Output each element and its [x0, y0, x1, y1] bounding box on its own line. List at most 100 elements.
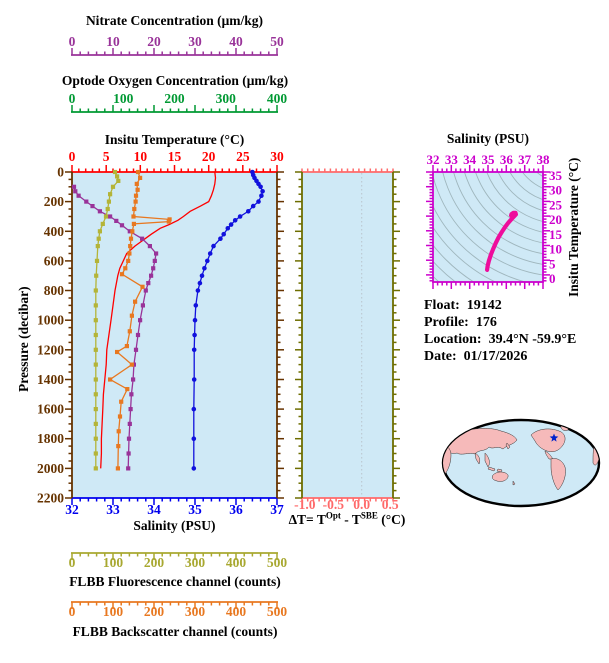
tick-label: 400 — [267, 91, 288, 106]
delta-label-part: (°C) — [377, 512, 406, 527]
delta-panel-frame — [295, 168, 400, 502]
axis-ticks — [71, 553, 278, 560]
tick-label: 0 — [57, 165, 64, 180]
axis-ticks — [426, 171, 433, 282]
tick-label: 20 — [147, 34, 161, 49]
tick-label: 30 — [270, 149, 284, 164]
tick-label: 35 — [549, 168, 563, 183]
tick-label: 10 — [549, 242, 562, 257]
tick-label: 38 — [537, 152, 551, 167]
salinity-axis-title: Salinity (PSU) — [133, 518, 216, 533]
tick-label: 32 — [65, 502, 79, 517]
axis-ticks — [71, 498, 278, 505]
delta-label-sup: Opt — [325, 510, 341, 521]
tick-labels: 32 33 34 35 36 37 — [65, 502, 284, 517]
axis-ticks — [432, 282, 544, 289]
nitrate-scale: 0 10 20 30 40 50 — [69, 34, 284, 56]
tick-label: 10 — [106, 34, 120, 49]
delta-panel-area — [302, 172, 393, 498]
ts-salinity-tick-labels: 32 33 34 35 36 37 38 — [427, 152, 551, 167]
delta-tick-labels: -1.0 -0.5 0.0 0.5 — [294, 497, 399, 512]
tick-label: 33 — [445, 152, 459, 167]
pressure-tick-labels: 0 200 400 600 800 1000 1200 1400 1600 1800 2000 220… — [37, 165, 64, 506]
backscatter-axis-title: FLBB Backscatter channel (counts) — [72, 624, 278, 639]
tick-label: 200 — [44, 194, 65, 209]
tick-label: 200 — [144, 604, 165, 619]
tick-label: 1000 — [37, 313, 64, 328]
location-line: Location: 39.4°N -59.9°E — [424, 331, 576, 348]
location-label: Location: — [424, 332, 482, 347]
axis-ticks — [71, 48, 278, 55]
date-label: Date: — [424, 349, 457, 364]
axis-ticks — [277, 171, 284, 499]
profile-value: 176 — [475, 315, 497, 330]
tick-label: 2000 — [37, 461, 64, 476]
tick-label: 15 — [168, 149, 182, 164]
float-location-star — [549, 433, 559, 442]
tick-label: 25 — [549, 197, 563, 212]
main-plot-area — [72, 172, 277, 498]
tick-label: -1.0 — [294, 497, 316, 512]
tick-label: 30 — [549, 183, 562, 198]
tick-label: 400 — [226, 555, 247, 570]
tick-label: 200 — [144, 555, 165, 570]
tick-label: 800 — [44, 283, 65, 298]
tick-labels: 0 5 10 15 20 25 30 — [69, 149, 284, 164]
oxygen-axis-title: Optode Oxygen Concentration (μm/kg) — [61, 73, 289, 88]
map-continents — [443, 424, 599, 491]
tick-label: 0 — [549, 271, 556, 286]
date-line: Date: 01/17/2026 — [424, 348, 576, 365]
tick-label: 5 — [549, 256, 556, 271]
tick-label: 2200 — [37, 491, 64, 506]
tick-label: 20 — [202, 149, 216, 164]
tick-label: 35 — [188, 502, 202, 517]
fluorescence-axis-title: FLBB Fluorescence channel (counts) — [69, 574, 281, 589]
flbb-backscatter-channel-curve — [108, 169, 172, 471]
tick-label: 5 — [103, 149, 110, 164]
profile-line: Profile: 176 — [424, 314, 576, 331]
axis-ticks — [295, 171, 302, 499]
tick-label: 0 — [69, 604, 76, 619]
tick-label: 32 — [427, 152, 440, 167]
tick-label: 100 — [103, 555, 124, 570]
axis-ticks — [71, 165, 278, 172]
delta-label-sup: SBE — [360, 510, 378, 521]
tick-label: -0.5 — [323, 497, 345, 512]
tick-label: 1400 — [37, 372, 64, 387]
axis-scale: 0 100 200 300 400 500 — [69, 601, 288, 619]
tick-label: 35 — [482, 152, 496, 167]
nitrate-concentration-curve — [71, 184, 159, 471]
tick-labels: 0 100 200 300 400 500 — [69, 604, 288, 619]
temperature-axis-title: Insitu Temperature (°C) — [104, 132, 245, 147]
tick-label: 400 — [226, 604, 247, 619]
tick-label: 0 — [69, 149, 76, 164]
tick-label: 0 — [69, 91, 76, 106]
tick-label: 100 — [103, 604, 124, 619]
delta-t-axis-label: ΔT= TOpt - TSBE (°C) — [282, 510, 412, 528]
tick-label: 0.0 — [353, 497, 370, 512]
tick-label: 500 — [267, 555, 288, 570]
tick-label: 10 — [134, 149, 148, 164]
tick-label: 600 — [44, 253, 65, 268]
float-id-line: Float: 19142 — [424, 297, 576, 314]
pressure-axis-title: Pressure (decibar) — [16, 286, 31, 392]
tick-label: 37 — [518, 152, 532, 167]
tick-label: 15 — [549, 227, 563, 242]
tick-label: 100 — [113, 91, 134, 106]
tick-label: 50 — [270, 34, 284, 49]
profile-label: Profile: — [424, 315, 469, 330]
float-value: 19142 — [466, 298, 502, 313]
float-info-block: Float: 19142 Profile: 176 Location: 39.4°N … — [424, 297, 576, 365]
tick-label: 0.5 — [382, 497, 399, 512]
tick-label: 200 — [164, 91, 185, 106]
axis-scale: 0 100 200 300 400 500 — [69, 552, 288, 570]
ts-salinity-title: Salinity (PSU) — [446, 131, 530, 146]
tick-label: 500 — [267, 604, 288, 619]
axis-ticks — [71, 602, 278, 609]
main-plot-frame — [65, 165, 284, 505]
tick-label: 34 — [147, 502, 161, 517]
tick-label: 34 — [463, 152, 477, 167]
tick-label: 1200 — [37, 342, 64, 357]
